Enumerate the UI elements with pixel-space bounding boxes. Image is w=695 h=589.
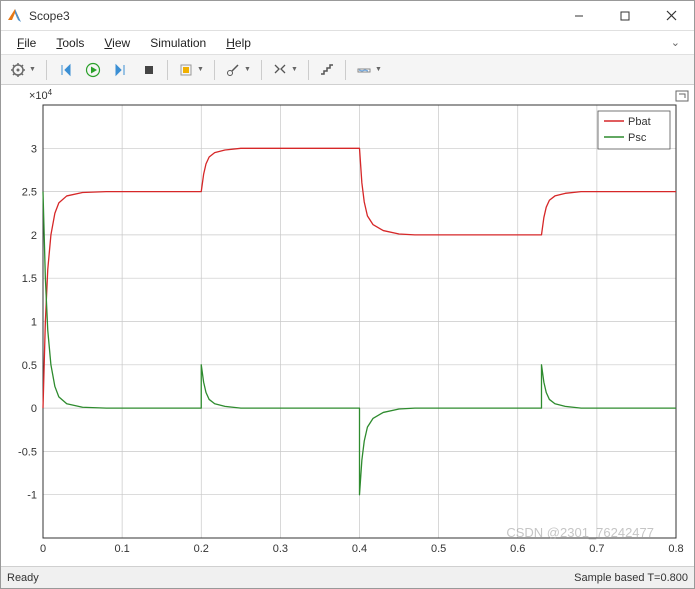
- svg-text:1: 1: [31, 317, 37, 329]
- chevron-down-icon: ▼: [375, 66, 382, 73]
- svg-text:-1: -1: [27, 490, 37, 502]
- stair-button[interactable]: [314, 57, 340, 83]
- minimize-button[interactable]: [556, 1, 602, 31]
- menu-help[interactable]: Help: [218, 34, 259, 52]
- svg-text:×104: ×104: [29, 88, 53, 103]
- menubar: File Tools View Simulation Help ⌄: [1, 31, 694, 55]
- svg-text:Pbat: Pbat: [628, 116, 651, 128]
- svg-text:0.4: 0.4: [352, 543, 367, 555]
- marker-button[interactable]: ▼: [351, 57, 387, 83]
- stop-button[interactable]: [136, 57, 162, 83]
- zoom-button[interactable]: ▼: [267, 57, 303, 83]
- plot-area: 0 0.1 0.2 0.3 0.4 0.5 0.6 0.7 0.8 -1 -0.5 0 0.5 1 1.5 2…: [1, 85, 694, 566]
- chevron-down-icon: ▼: [29, 66, 36, 73]
- status-time: Sample based T=0.800: [574, 572, 688, 584]
- window-title: Scope3: [29, 9, 556, 23]
- highlight-button[interactable]: ▼: [173, 57, 209, 83]
- menu-view[interactable]: View: [96, 34, 138, 52]
- scope-window: Scope3 File Tools View Simulation Help ⌄…: [0, 0, 695, 589]
- chevron-down-icon: ▼: [197, 66, 204, 73]
- run-button[interactable]: [80, 57, 106, 83]
- svg-text:1.5: 1.5: [22, 273, 37, 285]
- matlab-icon: [7, 8, 23, 24]
- close-button[interactable]: [648, 1, 694, 31]
- svg-text:0.5: 0.5: [431, 543, 446, 555]
- menu-overflow-icon[interactable]: ⌄: [665, 34, 686, 51]
- svg-text:0.2: 0.2: [194, 543, 209, 555]
- scope-plot[interactable]: 0 0.1 0.2 0.3 0.4 0.5 0.6 0.7 0.8 -1 -0.5 0 0.5 1 1.5 2…: [1, 85, 694, 566]
- svg-text:0: 0: [31, 403, 37, 415]
- step-forward-button[interactable]: [108, 57, 134, 83]
- cursor-button[interactable]: ▼: [220, 57, 256, 83]
- menu-simulation[interactable]: Simulation: [142, 34, 214, 52]
- maximize-button[interactable]: [602, 1, 648, 31]
- svg-text:0.6: 0.6: [510, 543, 525, 555]
- svg-text:-0.5: -0.5: [18, 446, 37, 458]
- svg-text:0.7: 0.7: [589, 543, 604, 555]
- status-ready: Ready: [7, 572, 574, 584]
- svg-text:0.1: 0.1: [114, 543, 129, 555]
- svg-text:2: 2: [31, 230, 37, 242]
- titlebar: Scope3: [1, 1, 694, 31]
- svg-text:0: 0: [40, 543, 46, 555]
- svg-text:3: 3: [31, 143, 37, 155]
- menu-file[interactable]: File: [9, 34, 44, 52]
- chevron-down-icon: ▼: [291, 66, 298, 73]
- step-back-button[interactable]: [52, 57, 78, 83]
- settings-button[interactable]: ▼: [5, 57, 41, 83]
- svg-text:0.3: 0.3: [273, 543, 288, 555]
- chevron-down-icon: ▼: [244, 66, 251, 73]
- toolbar: ▼ ▼ ▼ ▼ ▼: [1, 55, 694, 85]
- svg-text:0.8: 0.8: [668, 543, 683, 555]
- svg-text:Psc: Psc: [628, 132, 647, 144]
- statusbar: Ready Sample based T=0.800: [1, 566, 694, 588]
- svg-text:0.5: 0.5: [22, 360, 37, 372]
- menu-tools[interactable]: Tools: [48, 34, 92, 52]
- svg-text:2.5: 2.5: [22, 187, 37, 199]
